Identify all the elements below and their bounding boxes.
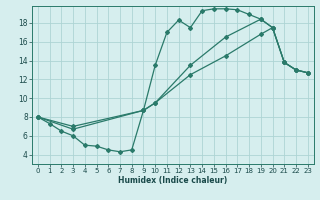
X-axis label: Humidex (Indice chaleur): Humidex (Indice chaleur) — [118, 176, 228, 185]
